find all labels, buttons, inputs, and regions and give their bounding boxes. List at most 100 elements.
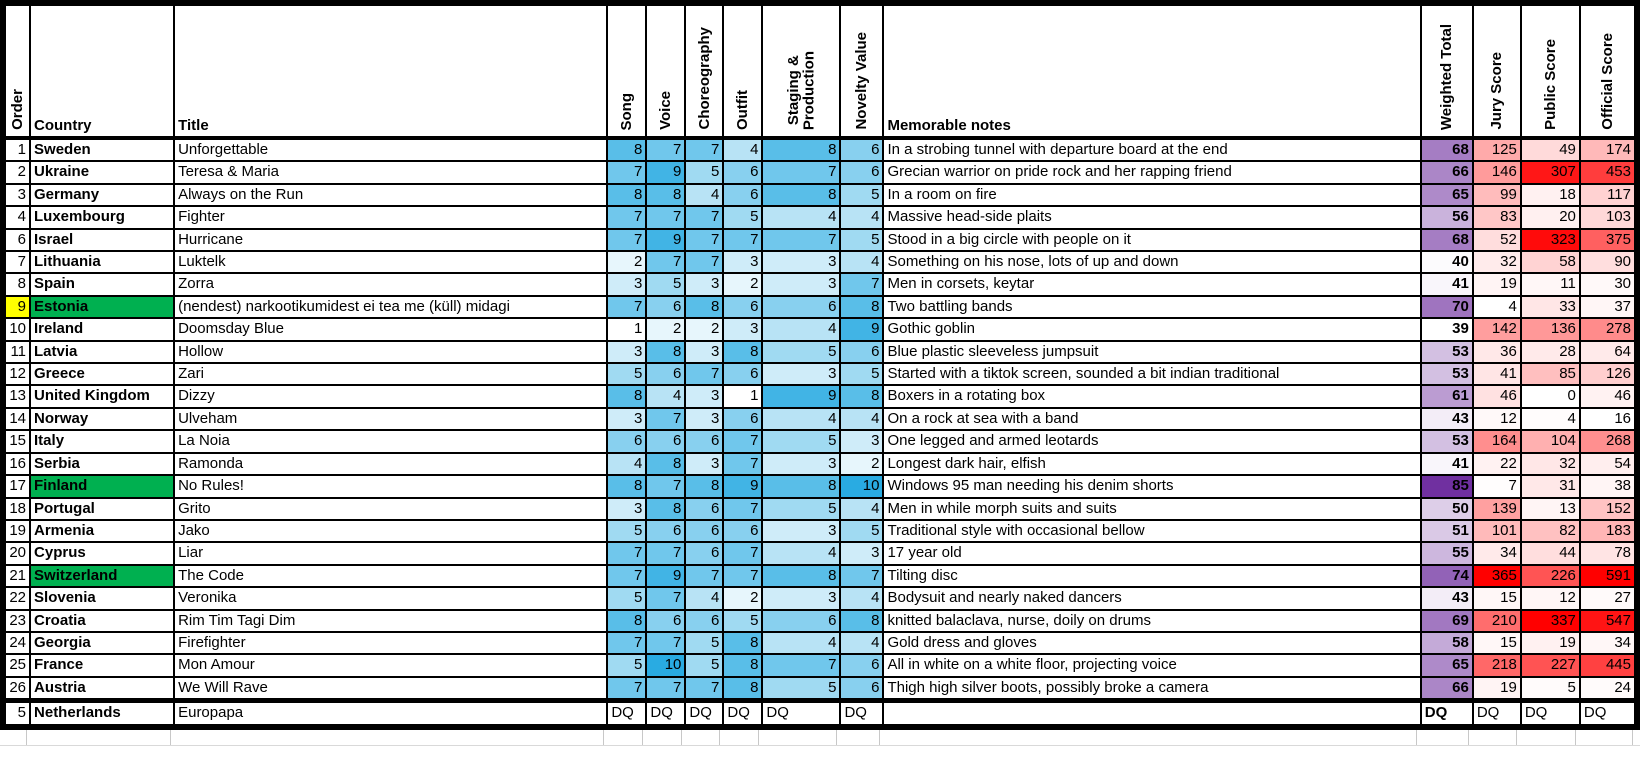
cell-order[interactable]: 3 <box>1 182 32 208</box>
cell-public-score[interactable]: 12 <box>1519 586 1581 611</box>
cell-title[interactable]: Doomsday Blue <box>173 317 609 342</box>
cell-voice[interactable]: 7 <box>645 250 687 275</box>
cell-title[interactable]: Rim Tim Tagi Dim <box>173 608 609 633</box>
cell-voice[interactable]: 7 <box>645 675 687 702</box>
cell-order[interactable]: 11 <box>1 339 32 365</box>
cell-title[interactable]: Europapa <box>173 698 609 728</box>
cell-country[interactable]: Israel <box>29 227 176 253</box>
cell-order[interactable]: 24 <box>1 630 32 656</box>
cell-order[interactable]: 26 <box>1 675 32 702</box>
cell-novelty[interactable]: 5 <box>839 518 885 544</box>
cell-weighted-total[interactable]: 68 <box>1419 227 1474 253</box>
cell-weighted-total[interactable]: 41 <box>1419 451 1474 477</box>
cell-voice[interactable]: 8 <box>645 451 687 477</box>
cell-notes[interactable]: Blue plastic sleeveless jumpsuit <box>882 339 1422 365</box>
cell-official-score[interactable]: 268 <box>1578 429 1639 454</box>
cell-weighted-total[interactable]: 43 <box>1419 586 1474 611</box>
header-country[interactable]: Country <box>29 2 176 140</box>
cell-jury-score[interactable]: 15 <box>1471 630 1522 656</box>
cell-voice[interactable]: 7 <box>645 474 687 499</box>
cell-jury-score[interactable]: 125 <box>1471 136 1522 163</box>
cell-title[interactable]: Hollow <box>173 339 609 365</box>
cell-jury-score[interactable]: 139 <box>1471 496 1522 521</box>
cell-outfit[interactable]: 2 <box>722 272 764 297</box>
cell-staging[interactable]: 4 <box>761 630 842 656</box>
header-song[interactable]: Song <box>606 2 648 140</box>
cell-public-score[interactable]: 58 <box>1519 250 1581 275</box>
cell-weighted-total[interactable]: 53 <box>1419 339 1474 365</box>
cell-jury-score[interactable]: DQ <box>1471 698 1522 728</box>
cell-choreography[interactable]: 3 <box>684 339 725 365</box>
cell-novelty[interactable]: 6 <box>839 339 885 365</box>
cell-jury-score[interactable]: 52 <box>1471 227 1522 253</box>
cell-official-score[interactable]: 90 <box>1578 250 1639 275</box>
cell-notes[interactable] <box>882 698 1422 728</box>
cell-notes[interactable]: Windows 95 man needing his denim shorts <box>882 474 1422 499</box>
cell-voice[interactable]: 4 <box>645 384 687 409</box>
cell-staging[interactable]: 5 <box>761 429 842 454</box>
cell-jury-score[interactable]: 99 <box>1471 182 1522 208</box>
cell-country[interactable]: Portugal <box>29 496 176 521</box>
cell-public-score[interactable]: 49 <box>1519 136 1581 163</box>
cell-staging[interactable]: 8 <box>761 136 842 163</box>
cell-order[interactable]: 12 <box>1 362 32 387</box>
cell-weighted-total[interactable]: 61 <box>1419 384 1474 409</box>
cell-song[interactable]: 3 <box>606 406 648 432</box>
cell-order[interactable]: 15 <box>1 429 32 454</box>
cell-notes[interactable]: Tilting disc <box>882 563 1422 589</box>
cell-official-score[interactable]: 103 <box>1578 205 1639 230</box>
cell-order[interactable]: 19 <box>1 518 32 544</box>
cell-public-score[interactable]: 28 <box>1519 339 1581 365</box>
cell-official-score[interactable]: 117 <box>1578 182 1639 208</box>
cell-country[interactable]: Sweden <box>29 136 176 163</box>
cell-choreography[interactable]: 5 <box>684 653 725 678</box>
cell-song[interactable]: 8 <box>606 474 648 499</box>
cell-novelty[interactable]: 4 <box>839 406 885 432</box>
cell-public-score[interactable]: 0 <box>1519 384 1581 409</box>
cell-song[interactable]: 7 <box>606 160 648 185</box>
cell-staging[interactable]: 4 <box>761 406 842 432</box>
cell-song[interactable]: 7 <box>606 227 648 253</box>
cell-title[interactable]: No Rules! <box>173 474 609 499</box>
cell-title[interactable]: Zari <box>173 362 609 387</box>
cell-official-score[interactable]: 64 <box>1578 339 1639 365</box>
cell-official-score[interactable]: 126 <box>1578 362 1639 387</box>
cell-weighted-total[interactable]: 65 <box>1419 182 1474 208</box>
cell-country[interactable]: Slovenia <box>29 586 176 611</box>
cell-song[interactable]: 7 <box>606 294 648 320</box>
cell-outfit[interactable]: 5 <box>722 205 764 230</box>
cell-jury-score[interactable]: 365 <box>1471 563 1522 589</box>
cell-staging[interactable]: 3 <box>761 362 842 387</box>
cell-staging[interactable]: 3 <box>761 272 842 297</box>
cell-voice[interactable]: 6 <box>645 518 687 544</box>
cell-staging[interactable]: 5 <box>761 675 842 702</box>
cell-outfit[interactable]: 8 <box>722 675 764 702</box>
cell-jury-score[interactable]: 19 <box>1471 272 1522 297</box>
cell-staging[interactable]: 3 <box>761 586 842 611</box>
cell-notes[interactable]: Men in while morph suits and suits <box>882 496 1422 521</box>
cell-title[interactable]: Zorra <box>173 272 609 297</box>
cell-choreography[interactable]: 4 <box>684 586 725 611</box>
cell-outfit[interactable]: DQ <box>722 698 764 728</box>
cell-order[interactable]: 10 <box>1 317 32 342</box>
cell-weighted-total[interactable]: 43 <box>1419 406 1474 432</box>
cell-order[interactable]: 21 <box>1 563 32 589</box>
cell-order[interactable]: 2 <box>1 160 32 185</box>
cell-official-score[interactable]: 24 <box>1578 675 1639 702</box>
cell-novelty[interactable]: 3 <box>839 429 885 454</box>
cell-country[interactable]: Lithuania <box>29 250 176 275</box>
cell-official-score[interactable]: 278 <box>1578 317 1639 342</box>
cell-title[interactable]: Teresa & Maria <box>173 160 609 185</box>
cell-outfit[interactable]: 7 <box>722 451 764 477</box>
cell-official-score[interactable]: 27 <box>1578 586 1639 611</box>
cell-notes[interactable]: Boxers in a rotating box <box>882 384 1422 409</box>
cell-song[interactable]: 8 <box>606 384 648 409</box>
cell-country[interactable]: Spain <box>29 272 176 297</box>
cell-song[interactable]: 3 <box>606 496 648 521</box>
cell-novelty[interactable]: 6 <box>839 136 885 163</box>
cell-jury-score[interactable]: 83 <box>1471 205 1522 230</box>
cell-song[interactable]: 7 <box>606 205 648 230</box>
cell-notes[interactable]: On a rock at sea with a band <box>882 406 1422 432</box>
cell-order[interactable]: 4 <box>1 205 32 230</box>
cell-jury-score[interactable]: 22 <box>1471 451 1522 477</box>
